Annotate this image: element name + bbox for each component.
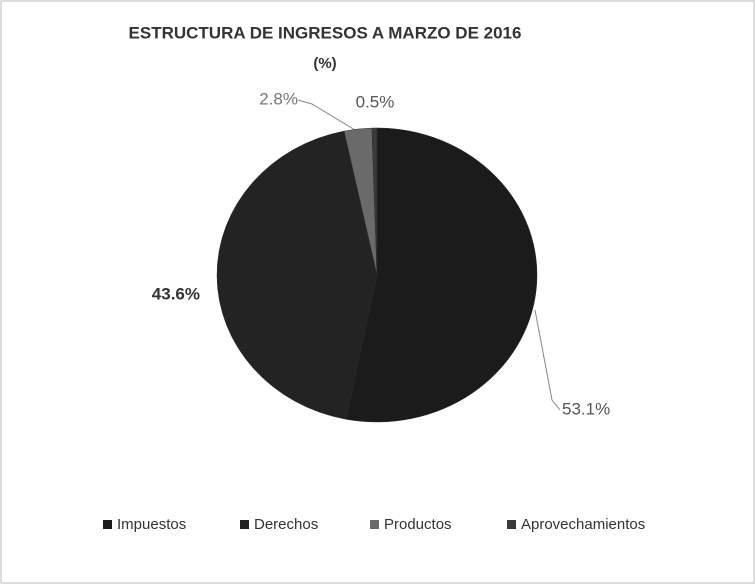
- pie-slice: [345, 127, 538, 423]
- legend-label: Aprovechamientos: [521, 516, 645, 533]
- legend-swatch: [240, 520, 249, 529]
- legend-swatch: [103, 520, 112, 529]
- leader-line: [534, 309, 561, 411]
- data-label: 43.6%: [152, 284, 200, 303]
- pie-slice: [216, 130, 378, 420]
- chart-subtitle: (%): [313, 55, 336, 72]
- chart-title: ESTRUCTURA DE INGRESOS A MARZO DE 2016: [129, 23, 522, 42]
- pie-slice: [371, 127, 378, 276]
- legend-label: Productos: [384, 516, 452, 533]
- legend-label: Impuestos: [117, 516, 186, 533]
- legend-label: Derechos: [254, 516, 318, 533]
- data-label: 2.8%: [259, 89, 298, 108]
- leader-line: [297, 99, 356, 131]
- data-label: 0.5%: [356, 92, 395, 111]
- legend-swatch: [507, 520, 516, 529]
- data-label: 53.1%: [562, 399, 610, 418]
- legend-swatch: [370, 520, 379, 529]
